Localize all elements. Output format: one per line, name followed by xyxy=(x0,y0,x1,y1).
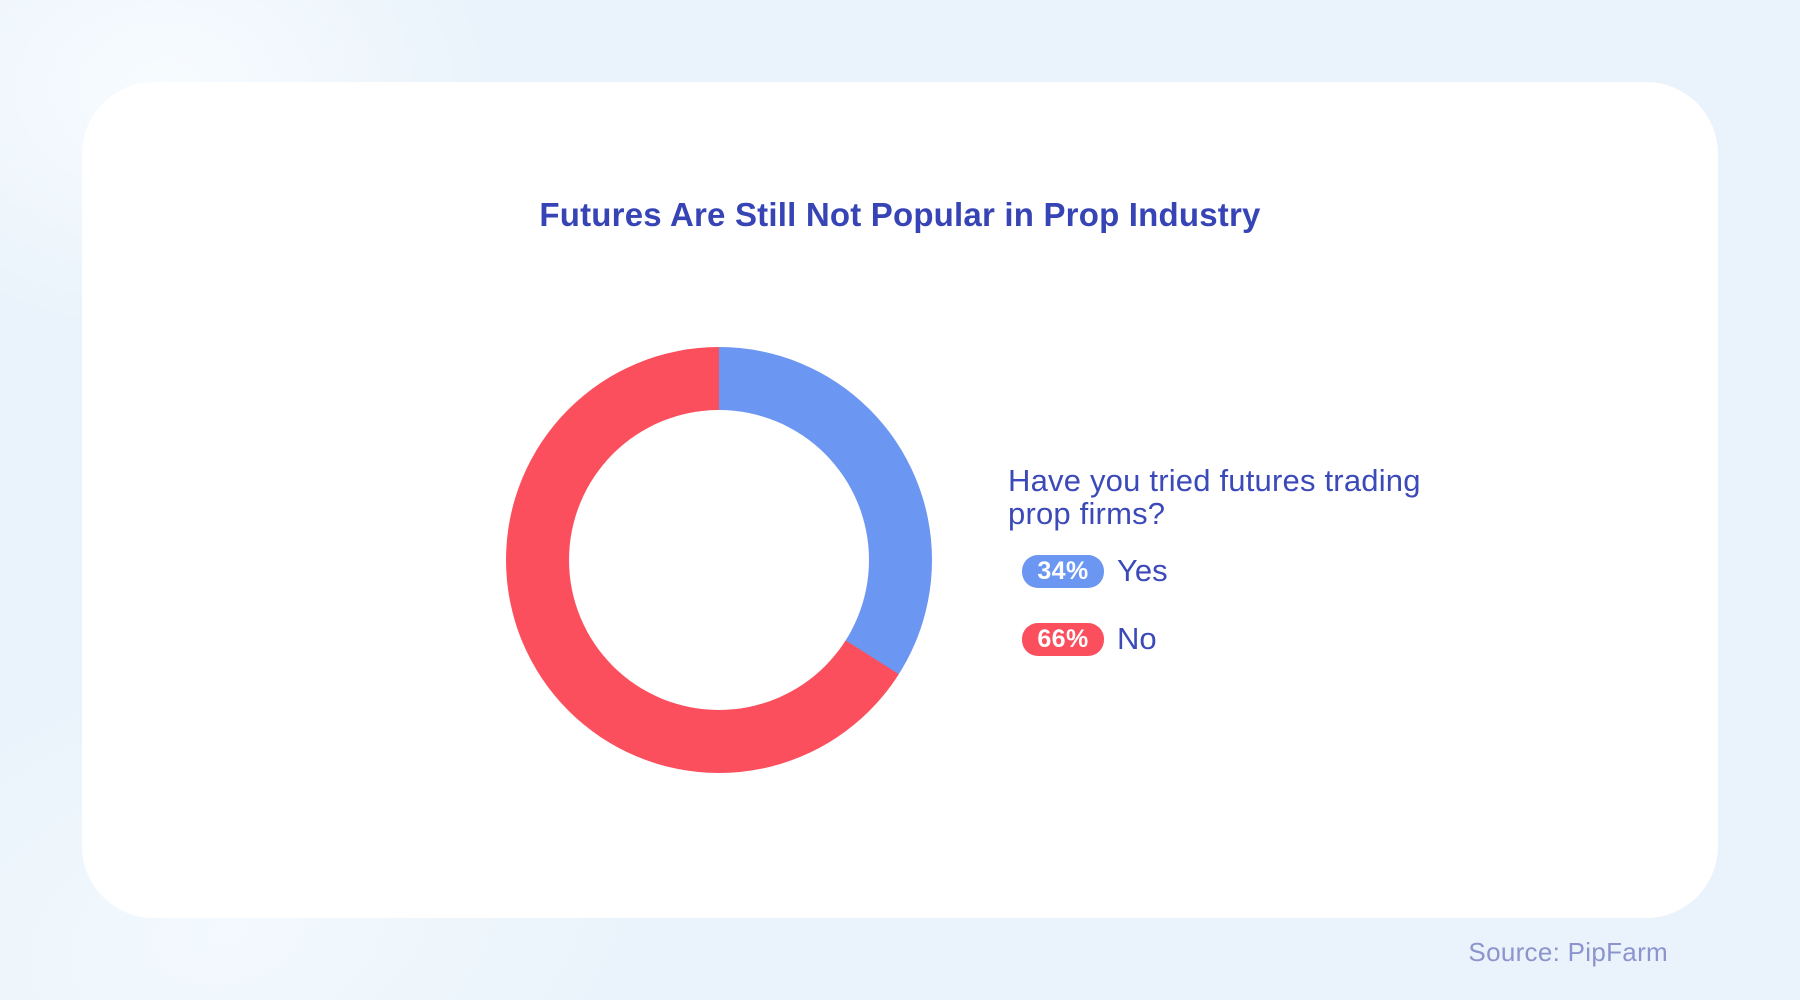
legend: 34% Yes 66% No xyxy=(1022,553,1528,657)
legend-value-badge: 34% xyxy=(1022,554,1104,588)
question-line-1: Have you tried futures trading xyxy=(1008,463,1421,498)
legend-row-yes: 34% Yes xyxy=(1022,553,1528,589)
legend-label: No xyxy=(1117,621,1157,656)
question-text: Have you tried futures trading prop firm… xyxy=(1008,464,1528,530)
legend-label: Yes xyxy=(1117,553,1168,588)
donut-hole xyxy=(569,410,869,710)
question-line-2: prop firms? xyxy=(1008,496,1166,531)
legend-row-no: 66% No xyxy=(1022,621,1528,657)
answer-block: Have you tried futures trading prop firm… xyxy=(1008,464,1528,657)
legend-value-badge: 66% xyxy=(1022,622,1104,656)
donut-chart xyxy=(506,347,932,773)
chart-title: Futures Are Still Not Popular in Prop In… xyxy=(539,196,1261,233)
source-caption: Source: PipFarm xyxy=(1468,937,1668,967)
chart-card: Futures Are Still Not Popular in Prop In… xyxy=(82,82,1718,918)
